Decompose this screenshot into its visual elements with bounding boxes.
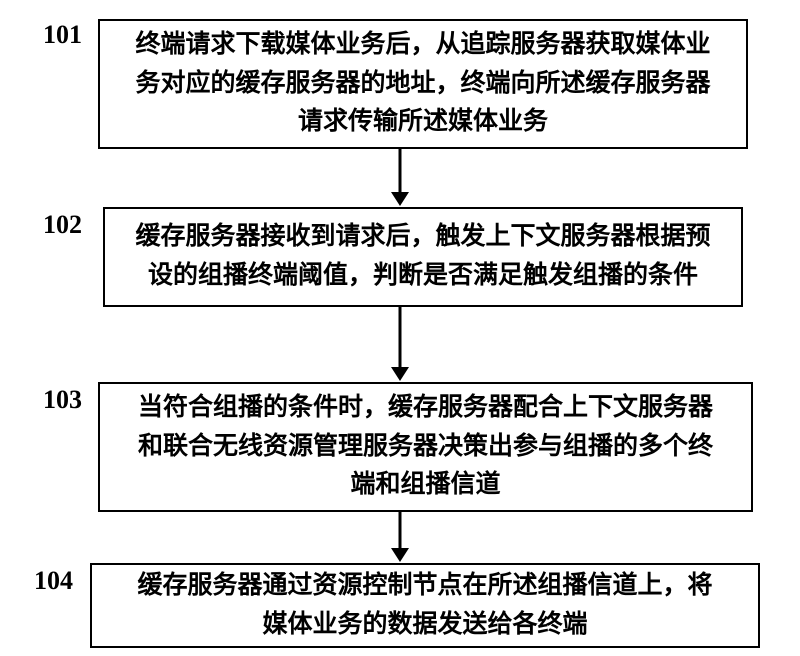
- arrow-line: [399, 512, 402, 548]
- arrow-line: [399, 307, 402, 367]
- flow-box-text: 缓存服务器通过资源控制节点在所述组播信道上，将媒体业务的数据发送给各终端: [137, 567, 712, 645]
- step-label-103: 103: [20, 385, 82, 415]
- flowchart-canvas: 101 终端请求下载媒体业务后，从追踪服务器获取媒体业务对应的缓存服务器的地址，…: [0, 0, 800, 656]
- step-label-104: 104: [11, 566, 73, 596]
- flow-box-text: 终端请求下载媒体业务后，从追踪服务器获取媒体业务对应的缓存服务器的地址，终端向所…: [135, 26, 710, 142]
- arrow-head: [391, 548, 409, 562]
- step-label-102: 102: [20, 210, 82, 240]
- flow-box-101: 终端请求下载媒体业务后，从追踪服务器获取媒体业务对应的缓存服务器的地址，终端向所…: [98, 19, 748, 149]
- arrow-head: [391, 367, 409, 381]
- flow-box-103: 当符合组播的条件时，缓存服务器配合上下文服务器和联合无线资源管理服务器决策出参与…: [98, 382, 753, 512]
- step-label-101: 101: [20, 20, 82, 50]
- arrow-head: [391, 192, 409, 206]
- flow-box-text: 缓存服务器接收到请求后，触发上下文服务器根据预设的组播终端阈值，判断是否满足触发…: [135, 218, 710, 296]
- flow-box-text: 当符合组播的条件时，缓存服务器配合上下文服务器和联合无线资源管理服务器决策出参与…: [138, 389, 713, 505]
- arrow-line: [399, 149, 402, 192]
- flow-box-102: 缓存服务器接收到请求后，触发上下文服务器根据预设的组播终端阈值，判断是否满足触发…: [103, 207, 743, 307]
- flow-box-104: 缓存服务器通过资源控制节点在所述组播信道上，将媒体业务的数据发送给各终端: [90, 563, 760, 648]
